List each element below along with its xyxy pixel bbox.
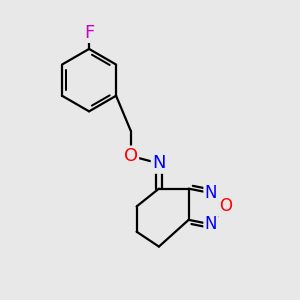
Text: N: N — [205, 184, 217, 202]
Text: N: N — [205, 215, 217, 233]
Text: N: N — [152, 154, 166, 172]
Text: O: O — [219, 197, 232, 215]
Text: O: O — [124, 147, 138, 165]
Text: F: F — [84, 24, 94, 42]
